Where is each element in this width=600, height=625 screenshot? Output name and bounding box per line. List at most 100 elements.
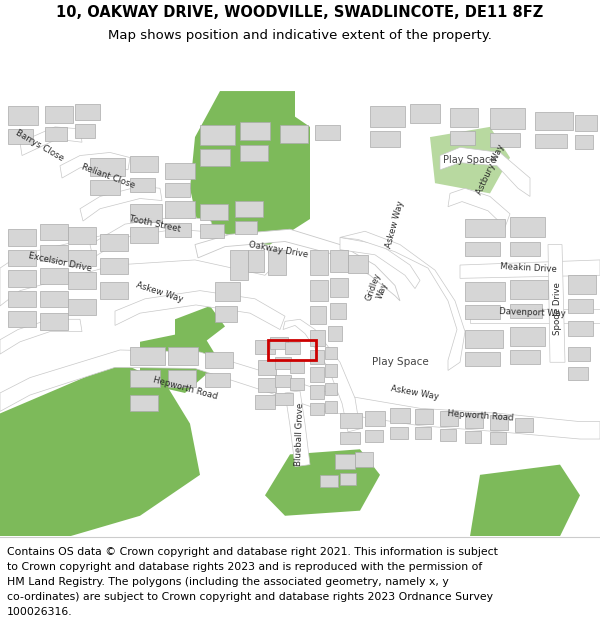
Polygon shape [175,306,225,342]
Bar [200,149,230,166]
Bar [280,125,308,143]
Bar [200,224,224,238]
Bar [365,430,383,442]
Bar [355,452,373,467]
Bar [575,135,593,149]
Bar [450,131,475,145]
Bar [68,272,96,289]
Polygon shape [265,449,380,516]
Bar [310,385,324,399]
Polygon shape [0,362,200,536]
Bar [490,416,508,430]
Polygon shape [115,291,285,329]
Bar [325,401,337,414]
Polygon shape [340,231,465,371]
Bar [465,241,500,256]
Polygon shape [430,127,510,193]
Text: Map shows position and indicative extent of the property.: Map shows position and indicative extent… [108,29,492,42]
Text: co-ordinates) are subject to Crown copyright and database rights 2023 Ordnance S: co-ordinates) are subject to Crown copyr… [7,592,493,602]
Bar [330,249,348,272]
Text: Askew Way: Askew Way [390,384,440,402]
Polygon shape [80,186,162,221]
Bar [510,217,545,238]
Bar [40,244,68,261]
Bar [240,122,270,140]
Polygon shape [195,229,400,301]
Text: Askew Way: Askew Way [136,281,185,304]
Text: Meakin Drive: Meakin Drive [499,262,557,274]
Text: to Crown copyright and database rights 2023 and is reproduced with the permissio: to Crown copyright and database rights 2… [7,562,482,572]
Polygon shape [0,350,600,439]
Bar [440,429,456,441]
Bar [330,278,348,297]
Text: Oakway Drive: Oakway Drive [248,240,308,259]
Bar [325,347,337,359]
Bar [8,106,38,125]
Bar [90,180,120,196]
Bar [465,329,503,348]
Bar [40,313,68,329]
Bar [310,368,324,382]
Text: Contains OS data © Crown copyright and database right 2021. This information is : Contains OS data © Crown copyright and d… [7,548,498,558]
Bar [75,124,95,138]
Bar [68,299,96,315]
Bar [255,395,275,409]
Bar [68,249,96,266]
Polygon shape [20,127,82,156]
Bar [568,321,593,336]
Bar [440,411,458,426]
Bar [310,281,328,301]
Bar [45,127,67,141]
Bar [465,414,483,428]
Bar [365,411,385,426]
Bar [8,291,36,307]
Bar [8,270,36,286]
Bar [465,219,505,238]
Bar [275,374,291,387]
Bar [258,360,276,374]
Bar [130,395,158,411]
Bar [8,249,36,266]
Bar [465,352,500,366]
Bar [568,368,588,379]
Bar [255,340,275,354]
Text: Barrys Close: Barrys Close [14,128,65,162]
Bar [340,472,356,485]
Bar [165,162,195,179]
Polygon shape [470,464,580,536]
Bar [335,454,355,469]
Bar [290,360,304,372]
Bar [8,229,36,246]
Text: Play Space: Play Space [371,357,428,367]
Polygon shape [448,188,510,227]
Bar [510,241,540,256]
Text: Tooth Street: Tooth Street [128,214,181,234]
Bar [510,304,542,318]
Bar [310,403,324,416]
Bar [248,249,264,272]
Bar [490,133,520,148]
Bar [205,372,230,387]
Bar [268,340,316,360]
Bar [40,291,68,307]
Bar [510,350,540,364]
Bar [450,109,478,127]
Bar [568,275,596,294]
Bar [285,342,300,354]
Text: Spode Drive: Spode Drive [554,282,563,336]
Polygon shape [0,319,82,354]
Bar [330,303,346,319]
Bar [370,106,405,127]
Polygon shape [440,148,530,196]
Bar [340,414,362,428]
Bar [258,378,276,392]
Bar [8,129,33,144]
Bar [310,306,326,324]
Text: Gridley
Way: Gridley Way [364,272,392,306]
Bar [235,221,257,234]
Bar [200,125,235,145]
Bar [390,408,410,422]
Bar [310,350,324,364]
Bar [568,299,593,313]
Bar [45,106,73,123]
